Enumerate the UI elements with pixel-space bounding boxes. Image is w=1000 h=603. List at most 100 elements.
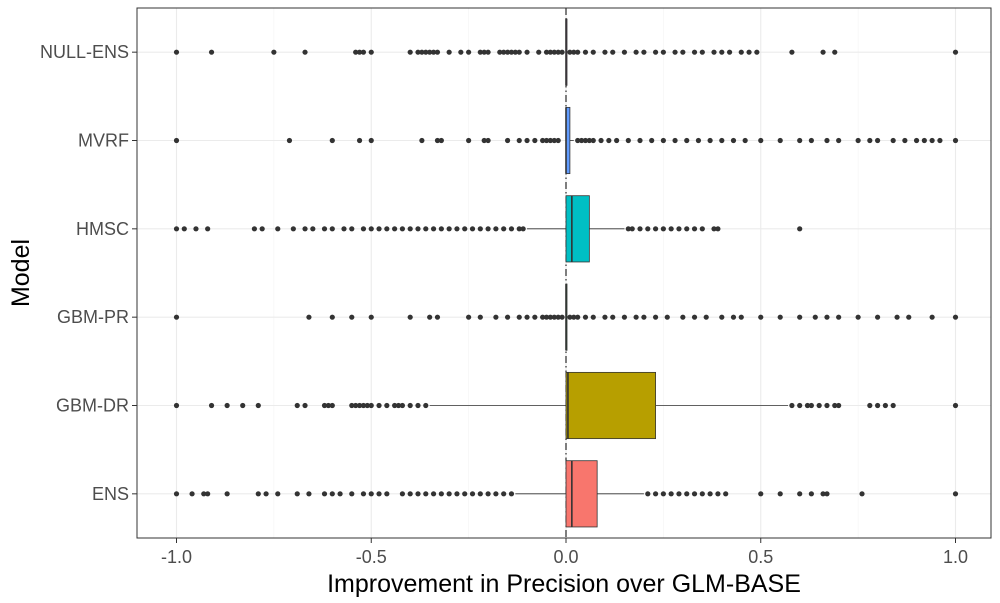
outlier-point [691, 49, 698, 55]
outlier-point [567, 49, 573, 55]
outlier-point [758, 137, 764, 144]
outlier-point [356, 137, 363, 144]
outlier-point [189, 491, 195, 497]
outlier-point [407, 226, 413, 232]
y-tick-label: GBM-DR [56, 396, 129, 416]
outlier-point [516, 137, 522, 144]
outlier-point [329, 402, 335, 409]
x-axis-ticks: -1.0 -0.5 0.0 0.5 1.0 [161, 538, 968, 567]
outlier-point [906, 314, 912, 320]
outlier-point [434, 314, 441, 320]
outlier-point [551, 49, 557, 55]
outlier-point [660, 137, 666, 144]
outlier-point [392, 226, 398, 232]
outlier-point [240, 402, 246, 409]
outlier-point [578, 137, 585, 144]
outlier-point [777, 491, 783, 497]
outlier-point [462, 491, 468, 497]
outliers-gbm-pr [173, 314, 959, 320]
outlier-point [672, 137, 678, 144]
outlier-point [719, 137, 725, 144]
outlier-point [777, 314, 783, 320]
outlier-point [625, 137, 631, 144]
outlier-point [575, 49, 581, 55]
outlier-point [543, 137, 550, 144]
outlier-point [504, 49, 511, 55]
outlier-point [633, 314, 639, 320]
outlier-point [699, 226, 705, 232]
outlier-point [415, 491, 421, 497]
outlier-point [368, 314, 374, 320]
outlier-point [173, 314, 180, 320]
outlier-point [894, 314, 900, 320]
outlier-point [575, 314, 581, 320]
outlier-point [859, 491, 865, 497]
outlier-point [415, 49, 421, 55]
outlier-point [329, 314, 335, 320]
outlier-point [937, 137, 943, 144]
outlier-point [504, 137, 511, 144]
outlier-point [462, 226, 468, 232]
outlier-point [730, 314, 737, 320]
outlier-point [836, 314, 842, 320]
outlier-point [952, 491, 959, 497]
outlier-point [407, 49, 413, 55]
outlier-point [173, 402, 180, 409]
outlier-point [349, 226, 355, 232]
outlier-point [524, 137, 530, 144]
outlier-point [691, 314, 698, 320]
outlier-point [808, 137, 814, 144]
outlier-point [360, 226, 367, 232]
outlier-point [582, 49, 589, 55]
outlier-point [824, 314, 830, 320]
outlier-point [395, 402, 402, 409]
outlier-point [789, 49, 795, 55]
outlier-point [415, 402, 421, 409]
outlier-point [952, 137, 959, 144]
outlier-point [913, 137, 920, 144]
outlier-point [746, 49, 752, 55]
outlier-point [582, 314, 589, 320]
outlier-point [485, 491, 491, 497]
outlier-point [547, 314, 554, 320]
outlier-point [477, 49, 483, 55]
outlier-point [356, 49, 363, 55]
outlier-point [306, 491, 312, 497]
outlier-point [952, 314, 959, 320]
y-tick-label: ENS [92, 484, 129, 504]
outlier-point [824, 402, 830, 409]
outlier-point [368, 49, 374, 55]
outlier-point [676, 226, 682, 232]
outlier-point [855, 314, 861, 320]
outlier-point [376, 491, 382, 497]
outlier-point [501, 49, 507, 55]
outlier-point [415, 226, 421, 232]
box-gbm-dr [429, 371, 789, 440]
outlier-point [633, 49, 639, 55]
outlier-point [695, 137, 702, 144]
outlier-point [497, 49, 503, 55]
outlier-point [438, 226, 444, 232]
outlier-point [824, 137, 830, 144]
outlier-point [719, 314, 725, 320]
outlier-point [707, 137, 713, 144]
outlier-point [621, 49, 628, 55]
outlier-point [173, 226, 180, 232]
outlier-point [660, 226, 666, 232]
outlier-point [306, 314, 312, 320]
outlier-point [699, 491, 705, 497]
outlier-point [590, 137, 596, 144]
outlier-point [384, 402, 390, 409]
outlier-point [610, 314, 616, 320]
outlier-point [392, 402, 398, 409]
outlier-point [652, 49, 659, 55]
outlier-point [485, 137, 491, 144]
outlier-point [855, 137, 861, 144]
outlier-point [399, 226, 406, 232]
outliers-hmsc [173, 226, 803, 232]
outlier-point [208, 402, 215, 409]
outlier-point [614, 137, 620, 144]
outlier-point [672, 49, 678, 55]
outlier-point [684, 226, 690, 232]
outlier-point [286, 137, 293, 144]
